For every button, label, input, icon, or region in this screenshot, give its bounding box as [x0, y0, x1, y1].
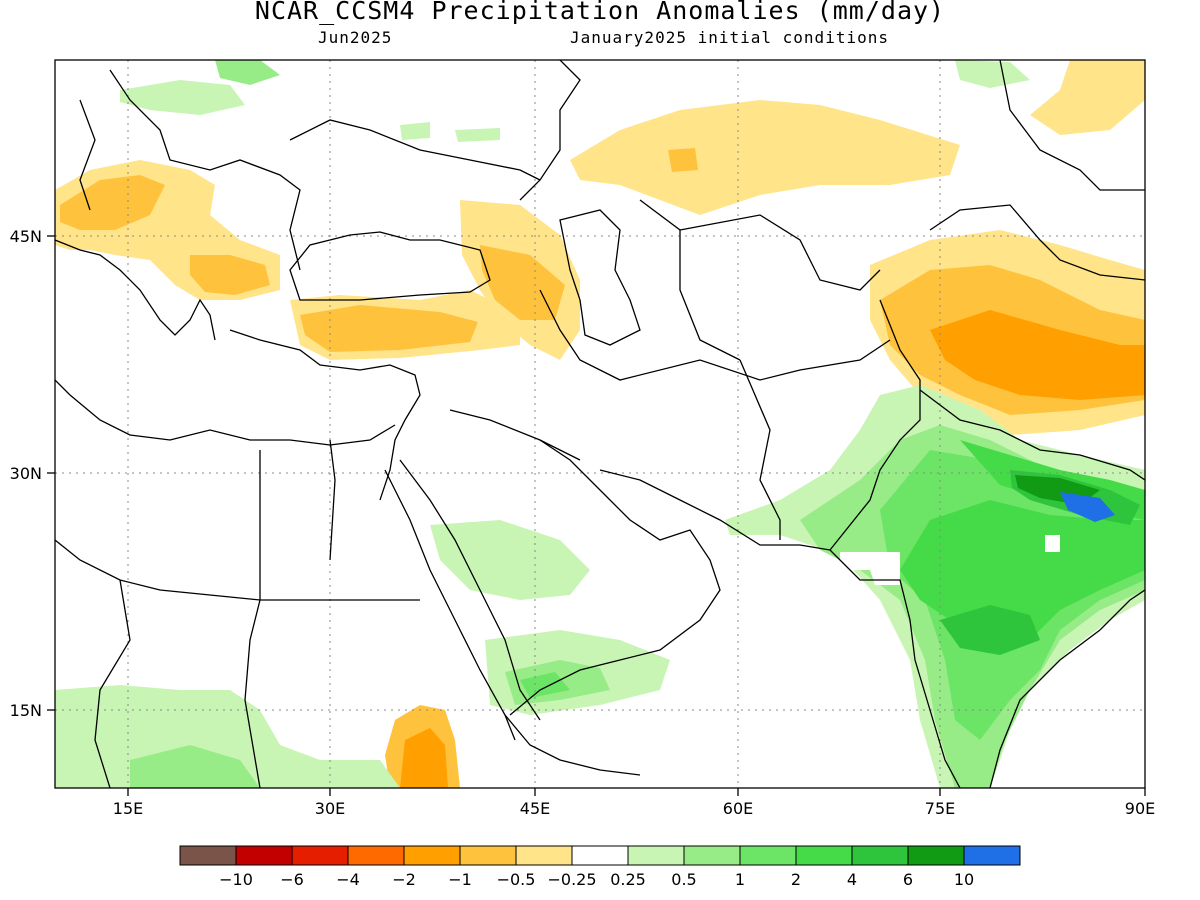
x-tick-label: 45E	[520, 799, 550, 818]
colorbar-label: 0.25	[610, 870, 646, 889]
colorbar: −10 −6 −4 −2 −1 −0.5 −0.25 0.25 0.5 1 2 4 6 10	[179, 845, 1021, 889]
initial-conditions: January2025 initial conditions	[570, 28, 889, 47]
x-tick-label: 60E	[723, 799, 753, 818]
colorbar-swatch	[851, 845, 909, 866]
colorbar-swatch	[235, 845, 293, 866]
wet-strong-yemen	[520, 672, 570, 698]
wet-region-north-3	[955, 60, 1030, 88]
colorbar-swatch	[683, 845, 741, 866]
anomaly-shading	[55, 60, 1145, 788]
colorbar-label: 4	[847, 870, 857, 889]
colorbar-label: −4	[336, 870, 360, 889]
wet-core-africa	[130, 745, 260, 788]
colorbar-swatch	[739, 845, 797, 866]
forecast-month: Jun2025	[318, 28, 393, 47]
colorbar-swatch	[347, 845, 405, 866]
y-tick-label: 45N	[10, 227, 42, 246]
colorbar-swatch	[403, 845, 461, 866]
colorbar-swatch	[907, 845, 965, 866]
colorbar-label: −2	[392, 870, 416, 889]
colorbar-label: 6	[903, 870, 913, 889]
dry-core-ethiopia	[400, 728, 448, 788]
dry-strong-tibet	[930, 310, 1145, 400]
dry-core-caucasus	[480, 245, 565, 320]
colorbar-swatch	[179, 845, 237, 866]
colorbar-swatch	[795, 845, 853, 866]
colorbar-swatch	[627, 845, 685, 866]
colorbar-swatch	[459, 845, 517, 866]
wet-intense-central-india	[940, 605, 1040, 655]
colorbar-label: 1	[735, 870, 745, 889]
dry-region-central-asia	[570, 100, 960, 215]
colorbar-swatch	[291, 845, 349, 866]
coastlines-borders	[55, 60, 1145, 788]
y-tick-label: 30N	[10, 464, 42, 483]
wet-peak-bihar	[1060, 492, 1115, 522]
x-tick-label: 75E	[925, 799, 955, 818]
wet-region-arabia	[430, 520, 590, 600]
x-tick-label: 90E	[1125, 799, 1155, 818]
map-frame	[54, 59, 1146, 789]
wet-region-north-4	[400, 122, 430, 140]
colorbar-label: 2	[791, 870, 801, 889]
colorbar-swatch	[963, 845, 1021, 866]
dry-region-north	[1030, 60, 1145, 135]
tick-marks	[47, 235, 1146, 796]
map-title: NCAR_CCSM4 Precipitation Anomalies (mm/d…	[254, 0, 946, 25]
wet-heavy-india	[900, 500, 1145, 650]
colorbar-swatch	[515, 845, 573, 866]
x-axis-labels: 15E 30E 45E 60E 75E 90E	[113, 799, 1155, 818]
x-tick-label: 30E	[315, 799, 345, 818]
wet-region-north-2	[215, 60, 280, 85]
dry-core-balkans	[190, 255, 270, 295]
wet-region-north-5	[455, 128, 500, 142]
colorbar-label: −1	[448, 870, 472, 889]
colorbar-label: 0.5	[671, 870, 696, 889]
dry-core-kazakh	[668, 148, 698, 172]
colorbar-label: −0.5	[497, 870, 536, 889]
colorbar-label: −0.25	[547, 870, 596, 889]
y-axis-labels: 45N 30N 15N	[10, 227, 42, 720]
colorbar-label: −6	[280, 870, 304, 889]
no-anomaly-patch-2	[1045, 535, 1060, 552]
dry-core-turkey	[300, 305, 478, 352]
gridlines	[55, 60, 1145, 788]
x-tick-label: 15E	[113, 799, 143, 818]
colorbar-label: 10	[954, 870, 974, 889]
dry-core-europe	[60, 175, 165, 230]
colorbar-label: −10	[219, 870, 253, 889]
wet-region-north-1	[120, 80, 245, 115]
y-tick-label: 15N	[10, 701, 42, 720]
no-anomaly-patch	[840, 552, 900, 585]
colorbar-swatch	[571, 845, 629, 866]
